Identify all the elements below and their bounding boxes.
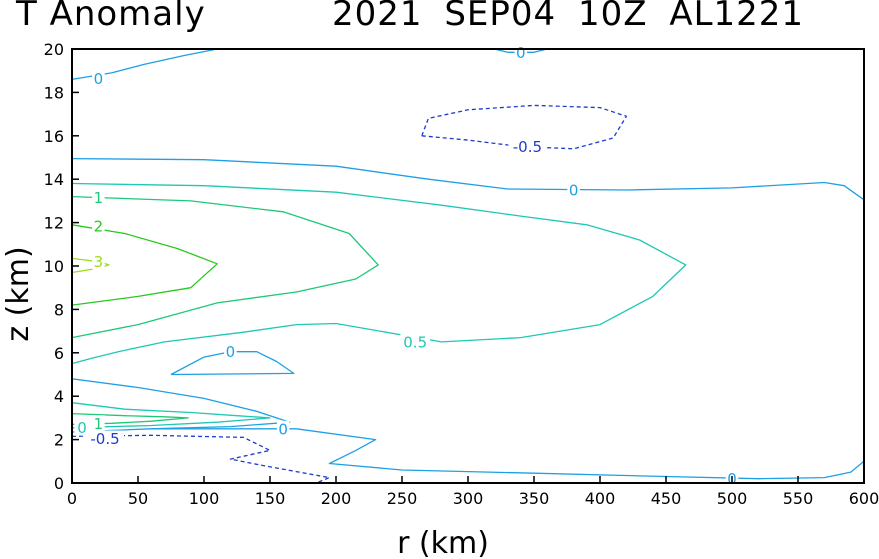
contour-label-bg (400, 333, 430, 350)
contour-line-pos (170, 351, 295, 376)
chart-title-left: T Anomaly (16, 0, 206, 34)
contour-label-bg (92, 253, 105, 270)
contour-label-bg (92, 415, 105, 432)
contour-label-bg (92, 70, 105, 87)
contour-label: 1 (94, 415, 104, 433)
y-tick-label: 14 (44, 170, 64, 189)
y-tick-label: 0 (54, 474, 64, 493)
contour-line-pos (71, 224, 218, 306)
contour-label-bg (224, 343, 237, 360)
contour-label-bg (567, 182, 580, 199)
contour-lines (71, 48, 865, 484)
x-axis-label: r (km) (397, 526, 489, 559)
x-tick-label: 50 (128, 489, 148, 508)
y-tick-label: 2 (54, 431, 64, 450)
contour-label-bg (508, 138, 547, 155)
contour-label: 1 (94, 189, 104, 207)
plot-frame (71, 48, 865, 484)
contour-label: 0.5 (403, 333, 427, 351)
contour-label: -0.5 (513, 138, 542, 156)
contour-line-pos (71, 157, 865, 201)
x-tick-label: 400 (585, 489, 616, 508)
contour-label: 0 (278, 420, 288, 438)
contour-line-pos (71, 257, 110, 274)
contour-label-bg (86, 430, 124, 447)
contour-label: -0.5 (90, 430, 119, 448)
contour-label: 0 (226, 343, 236, 361)
x-tick-label: 150 (255, 489, 286, 508)
x-tick-label: 450 (651, 489, 682, 508)
y-tick-label: 4 (54, 387, 64, 406)
y-tick-label: 8 (54, 300, 64, 319)
x-tick-label: 100 (189, 489, 220, 508)
contour-label: 0 (516, 44, 526, 62)
axes: 0 50 100 150 200 250 300 350 400 450 500 550 6000246… (44, 40, 879, 508)
contour-line-pos (71, 195, 379, 339)
contour-label: 2 (94, 217, 104, 235)
y-tick-label: 10 (44, 257, 64, 276)
x-tick-label: 250 (387, 489, 418, 508)
y-tick-label: 6 (54, 344, 64, 363)
contour-line-pos (71, 182, 687, 365)
y-tick-label: 12 (44, 214, 64, 233)
contour-line-pos (151, 428, 865, 480)
contour-label-bg (276, 420, 290, 437)
contour-line-neg (71, 434, 331, 484)
y-tick-label: 16 (44, 127, 64, 146)
x-tick-label: 300 (453, 489, 484, 508)
x-tick-label: 350 (519, 489, 550, 508)
x-tick-label: 600 (849, 489, 879, 508)
contour-label: 3 (94, 253, 104, 271)
contour-label-bg (92, 217, 105, 234)
contour-line-neg (421, 104, 628, 150)
chart-title-right: 2021 SEP04 10Z AL1221 (332, 0, 805, 34)
y-axis-label: z (km) (1, 246, 36, 341)
x-tick-label: 500 (717, 489, 748, 508)
contour-line-pos (71, 402, 271, 429)
contour-line-pos (71, 412, 189, 426)
contour-label-bg (92, 189, 105, 206)
y-tick-label: 18 (44, 83, 64, 102)
contour-label: 0 (569, 182, 579, 200)
y-tick-label: 20 (44, 40, 64, 59)
x-tick-label: 200 (321, 489, 352, 508)
x-tick-label: 550 (783, 489, 814, 508)
x-tick-label: 0 (67, 489, 77, 508)
contour-label: 0 (94, 70, 104, 88)
